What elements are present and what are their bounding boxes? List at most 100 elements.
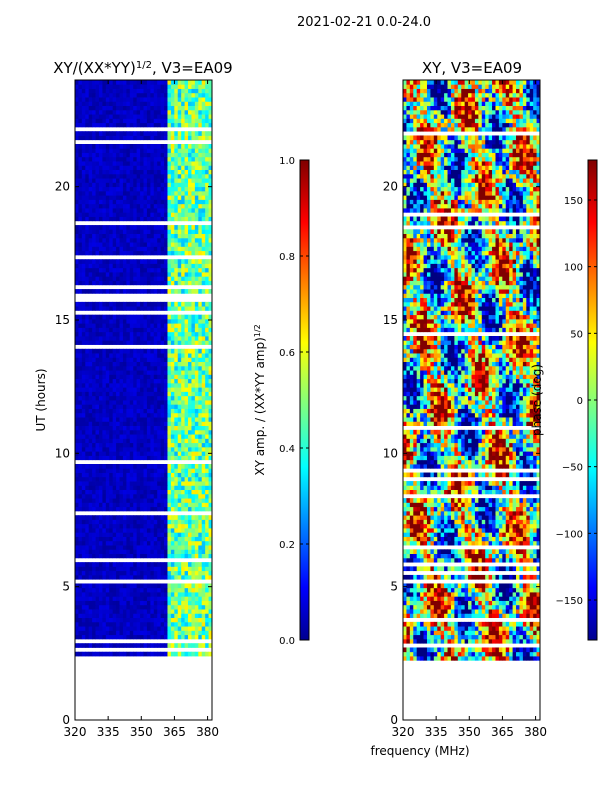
heatmap-cell: [95, 536, 100, 542]
heatmap-cell: [174, 613, 179, 618]
heatmap-cell: [95, 562, 100, 567]
heatmap-cell: [146, 574, 151, 580]
heatmap-cell: [78, 485, 83, 490]
heatmap-cell: [184, 229, 189, 234]
heatmap-cell: [78, 199, 83, 205]
heatmap-cell: [174, 502, 179, 508]
heatmap-cell: [98, 391, 103, 397]
heatmap-cell: [133, 446, 138, 452]
heatmap-cell: [92, 574, 96, 580]
heatmap-cell: [81, 387, 86, 392]
heatmap-cell: [164, 506, 168, 512]
heatmap-cell: [112, 144, 117, 149]
heatmap-cell: [146, 434, 151, 439]
heatmap-cell: [112, 259, 117, 264]
heatmap-cell: [167, 169, 172, 175]
heatmap-cell: [81, 391, 86, 397]
heatmap-cell: [122, 626, 127, 631]
heatmap-cell: [126, 212, 131, 217]
heatmap-cell: [129, 592, 134, 597]
heatmap-cell: [194, 101, 199, 106]
heatmap-cell: [167, 246, 172, 252]
heatmap-cell: [509, 647, 513, 653]
heatmap-cell: [181, 267, 185, 273]
heatmap-cell: [116, 336, 120, 341]
heatmap-cell: [146, 566, 151, 572]
heatmap-cell: [129, 301, 134, 307]
heatmap-cell: [143, 630, 148, 636]
heatmap-cell: [122, 412, 127, 418]
heatmap-cell: [75, 280, 79, 286]
heatmap-cell: [170, 489, 175, 495]
heatmap-cell: [143, 109, 148, 115]
heatmap-cell: [143, 237, 148, 243]
amplitude-colorbar-ticks: 0.00.20.40.60.81.0: [279, 156, 309, 647]
heatmap-cell: [133, 92, 138, 98]
heatmap-cell: [157, 289, 162, 294]
heatmap-cell: [160, 276, 165, 281]
heatmap-cell: [164, 476, 168, 482]
heatmap-cell: [181, 549, 185, 554]
heatmap-cell: [112, 250, 117, 256]
heatmap-cell: [78, 472, 83, 478]
heatmap-cell: [122, 408, 127, 414]
heatmap-cell: [201, 391, 206, 397]
heatmap-cell: [133, 600, 138, 606]
heatmap-cell: [150, 540, 155, 546]
heatmap-cell: [201, 97, 206, 102]
heatmap-cell: [164, 208, 168, 213]
heatmap-cell: [167, 336, 172, 341]
heatmap-cell: [150, 429, 155, 435]
heatmap-cell: [85, 306, 90, 311]
heatmap-cell: [201, 195, 206, 200]
heatmap-cell: [430, 656, 435, 661]
heatmap-cell: [92, 131, 96, 136]
heatmap-cell: [181, 609, 185, 614]
heatmap-cell: [126, 408, 131, 414]
heatmap-cell: [105, 203, 110, 209]
heatmap-cell: [174, 634, 179, 640]
heatmap-cell: [184, 519, 189, 525]
heatmap-cell: [136, 408, 141, 414]
heatmap-cell: [95, 604, 100, 610]
heatmap-cell: [109, 340, 114, 345]
heatmap-cell: [140, 318, 144, 324]
heatmap-cell: [88, 178, 93, 183]
heatmap-cell: [136, 574, 141, 580]
heatmap-cell: [194, 199, 199, 205]
heatmap-cell: [95, 553, 100, 559]
heatmap-cell: [194, 502, 199, 508]
heatmap-cell: [164, 485, 168, 490]
heatmap-cell: [201, 523, 206, 529]
heatmap-cell: [98, 242, 103, 247]
heatmap-cell: [133, 237, 138, 243]
heatmap-cell: [75, 600, 79, 606]
heatmap-cell: [129, 161, 134, 166]
heatmap-cell: [116, 357, 120, 362]
heatmap-cell: [191, 114, 196, 119]
heatmap-cell: [85, 476, 90, 482]
heatmap-cell: [198, 318, 203, 324]
heatmap-cell: [153, 101, 158, 106]
heatmap-cell: [109, 468, 114, 473]
heatmap-cell: [146, 429, 151, 435]
heatmap-cell: [177, 336, 182, 341]
heatmap-cell: [75, 604, 79, 610]
heatmap-cell: [112, 429, 117, 435]
heatmap-cell: [153, 378, 158, 384]
heatmap-cell: [164, 173, 168, 179]
heatmap-cell: [112, 246, 117, 252]
heatmap-cell: [140, 357, 144, 362]
heatmap-cell: [146, 617, 151, 623]
heatmap-cell: [205, 408, 209, 414]
heatmap-cell: [170, 289, 175, 294]
heatmap-cell: [160, 272, 165, 277]
heatmap-cell: [126, 272, 131, 277]
heatmap-cell: [194, 600, 199, 606]
heatmap-cell: [126, 592, 131, 597]
heatmap-cell: [88, 199, 93, 205]
heatmap-cell: [119, 301, 124, 307]
heatmap-cell: [150, 421, 155, 426]
heatmap-cell: [85, 161, 90, 166]
